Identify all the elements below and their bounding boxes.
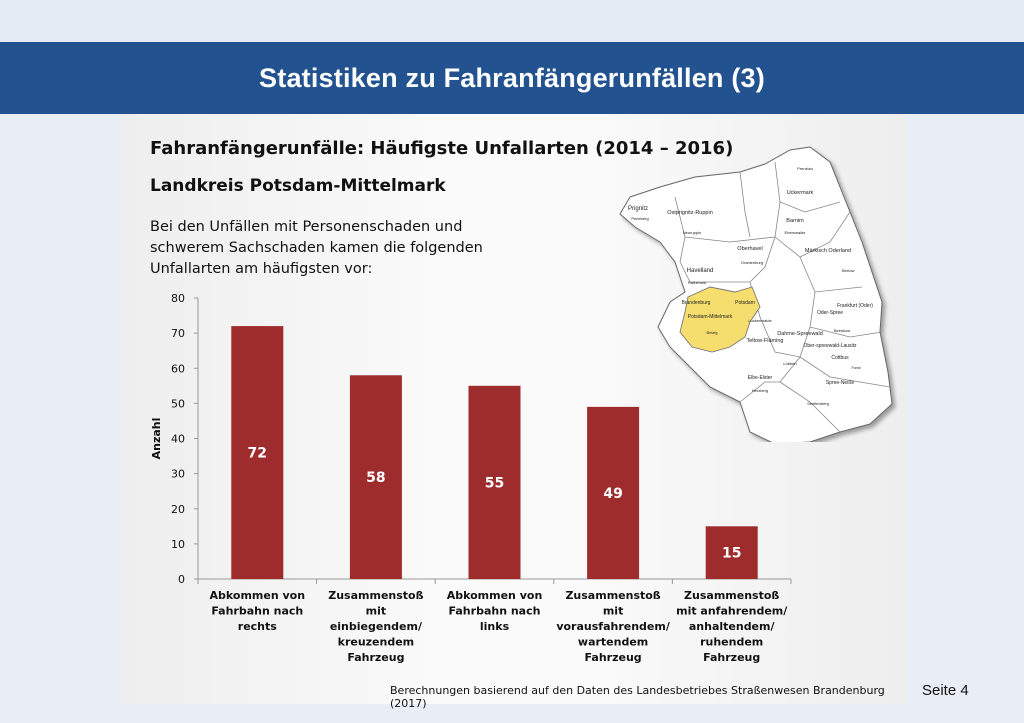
intro-text: Bei den Unfällen mit Personenschaden und… — [150, 219, 483, 277]
map-label: Herzberg — [752, 388, 768, 393]
map-label: Barnim — [786, 218, 804, 224]
slide-subheading: Landkreis Potsdam-Mittelmark — [150, 176, 446, 196]
category-label: Abkommen von — [447, 589, 543, 602]
page-number: Seite 4 — [922, 682, 969, 699]
map-label: Potsdam — [735, 300, 755, 306]
category-label: mit — [366, 605, 387, 618]
slide-content: Fahranfängerunfälle: Häufigste Unfallart… — [122, 114, 907, 710]
map-label: Dahme-Spreewald — [777, 331, 823, 337]
map-label: Rathenow — [688, 280, 706, 285]
category-label: links — [480, 620, 510, 633]
bar-value-label: 49 — [603, 486, 622, 502]
map-label: Havelland — [687, 268, 714, 274]
bar — [705, 526, 758, 579]
map-label: Belzig — [707, 330, 718, 335]
map-label: Forst — [851, 365, 861, 370]
category-label: Zusammenstoß — [565, 589, 660, 602]
y-tick-label: 40 — [171, 433, 185, 446]
y-tick-label: 30 — [171, 468, 185, 481]
bar — [587, 406, 640, 579]
map-labels: Prignitz Perleberg Ostprignitz-Ruppin Neuru… — [628, 166, 873, 406]
category-label: Zusammenstoß — [328, 589, 423, 602]
category-label: wartendem — [578, 636, 648, 649]
map-label: Luckenwalde — [748, 318, 772, 323]
category-label: einbiegendem/ — [330, 620, 423, 633]
y-tick-label: 0 — [178, 573, 185, 586]
category-label: mit — [603, 605, 624, 618]
y-tick-label: 70 — [171, 327, 185, 340]
category-label: Fahrbahn nach — [449, 605, 541, 618]
map-label: Eberswalde — [785, 230, 807, 235]
map-label: Perleberg — [631, 216, 648, 221]
y-tick-label: 80 — [171, 292, 185, 305]
category-label: mit anfahrendem/ — [676, 605, 788, 618]
map-label: Spree-Neiße — [826, 380, 855, 386]
y-tick-label: 60 — [171, 362, 185, 375]
bar-value-label: 58 — [366, 470, 385, 486]
map-label: Märkisch Oderland — [805, 248, 851, 254]
bar — [349, 375, 402, 579]
map-outline — [619, 146, 893, 442]
map-label: Ober-spreewald-Lausitz — [803, 343, 857, 349]
potsdam-mittelmark-highlight — [679, 286, 761, 353]
y-tick-label: 20 — [171, 503, 185, 516]
category-label: Abkommen von — [210, 589, 306, 602]
brandenburg-map: Prignitz Perleberg Ostprignitz-Ruppin Neuru… — [619, 146, 893, 442]
map-label: Elbe-Elster — [748, 375, 773, 381]
category-label: rechts — [238, 620, 277, 633]
map-label: Uckermark — [787, 190, 814, 196]
page-title: Statistiken zu Fahranfängerunfällen (3) — [259, 62, 765, 93]
map-label: Ostprignitz-Ruppin — [667, 210, 713, 216]
map-label: Teltow-Fläming — [747, 338, 784, 344]
y-tick-label: 10 — [171, 538, 185, 551]
map-label: Seelow — [841, 268, 854, 273]
bar-chart: 0 10 20 30 40 50 60 70 80 Anzahl 72 Abkommen von Fah… — [150, 292, 792, 664]
source-note: Berechnungen basierend auf den Daten des… — [390, 684, 885, 710]
category-label: Fahrzeug — [585, 651, 642, 664]
bar — [231, 326, 284, 579]
map-label: Cottbus — [831, 355, 849, 361]
header-bar: Statistiken zu Fahranfängerunfällen (3) — [0, 42, 1024, 114]
map-label: Beeskow — [834, 328, 850, 333]
bar-value-label: 15 — [722, 546, 741, 562]
category-label: Fahrzeug — [703, 651, 760, 664]
map-label: Lübben — [783, 361, 796, 366]
map-label: Prenzlau — [797, 166, 813, 171]
category-label: kreuzendem — [338, 636, 415, 649]
bar — [468, 385, 521, 579]
map-label: Prignitz — [628, 206, 648, 212]
map-label: Oranienburg — [741, 260, 763, 265]
map-label: Senftenberg — [807, 401, 829, 406]
district-borders — [674, 161, 891, 433]
map-label: Neuruppin — [683, 230, 701, 235]
bar-value-label: 72 — [248, 446, 267, 462]
y-axis-label: Anzahl — [150, 418, 163, 460]
bar-value-label: 55 — [485, 475, 504, 491]
category-label: ruhendem — [700, 636, 763, 649]
category-label: anhaltendem/ — [689, 620, 776, 633]
top-band — [0, 0, 1024, 42]
map-label: Potsdam-Mittelmark — [688, 314, 733, 320]
category-label: Zusammenstoß — [684, 589, 779, 602]
category-label: vorausfahrendem/ — [556, 620, 671, 633]
map-label: Brandenburg — [682, 300, 711, 306]
slide-heading: Fahranfängerunfälle: Häufigste Unfallart… — [150, 138, 734, 159]
map-label: Oberhavel — [737, 246, 762, 252]
category-label: Fahrbahn nach — [211, 605, 303, 618]
y-tick-label: 50 — [171, 397, 185, 410]
category-label: Fahrzeug — [347, 651, 404, 664]
map-label: Oder-Spree — [817, 310, 843, 316]
map-label: Frankfurt (Oder) — [837, 303, 873, 309]
